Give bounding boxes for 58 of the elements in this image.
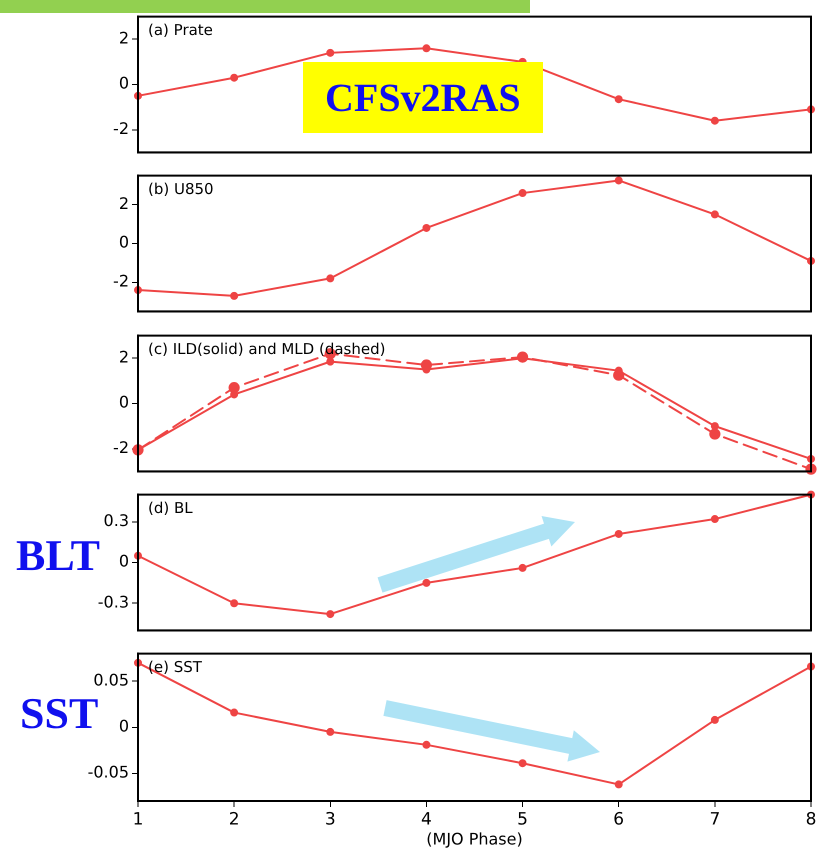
text: BLT: [16, 530, 100, 581]
chart-title: (e) SST: [148, 658, 203, 676]
y-tick-label: 0: [118, 74, 129, 93]
point: [614, 530, 623, 538]
x-tick-label: 1: [132, 810, 144, 830]
y-tick-label: 2: [118, 28, 129, 48]
point: [710, 716, 719, 724]
point: [422, 578, 430, 587]
x-tick-label: 7: [709, 810, 720, 830]
point: [326, 358, 334, 366]
y-tick-label: 0: [118, 716, 129, 736]
point: [709, 428, 720, 440]
text: SST: [20, 688, 98, 739]
annotation: CFSv2RAS: [303, 62, 543, 133]
point: [230, 74, 238, 82]
y-tick-label: 0.3: [104, 510, 129, 530]
y-tick-label: 0: [118, 232, 129, 252]
point: [230, 708, 238, 717]
y-tick-label: 2: [118, 194, 129, 213]
point: [614, 176, 623, 184]
x-tick-label: 3: [324, 810, 336, 830]
x-axis-title: (MJO Phase): [426, 830, 523, 849]
point: [326, 728, 334, 736]
point: [710, 210, 719, 218]
point: [230, 292, 238, 300]
y-tick-label: -2: [113, 271, 129, 290]
point: [326, 48, 334, 57]
y-tick-label: 0: [118, 392, 129, 412]
x-tick-label: 2: [228, 810, 240, 830]
x-tick-label: 4: [421, 810, 432, 830]
y-tick-label: -0.05: [88, 762, 129, 782]
point: [422, 44, 430, 52]
point: [422, 224, 430, 232]
y-tick-label: 0: [118, 552, 129, 571]
point: [614, 780, 623, 788]
point: [230, 599, 238, 608]
point: [710, 515, 719, 524]
y-tick-label: 0.05: [93, 670, 129, 690]
point: [614, 95, 623, 104]
y-tick-label: 2: [118, 347, 129, 366]
x-tick-label: 6: [613, 810, 624, 830]
y-tick-label: -2: [113, 118, 129, 138]
point: [518, 759, 527, 768]
chart-title: (a) Prate: [148, 20, 213, 39]
point: [518, 564, 527, 572]
y-tick-label: -2: [113, 438, 129, 457]
x-tick-label: 8: [806, 810, 816, 830]
chart-title: (b) U850: [148, 180, 214, 198]
point: [326, 274, 334, 282]
point: [710, 422, 719, 430]
y-tick-label: -0.3: [98, 592, 129, 612]
x-tick-label: 5: [517, 810, 528, 830]
point: [710, 116, 719, 125]
chart-title: (d) BL: [148, 498, 194, 517]
point: [422, 740, 430, 749]
point: [326, 610, 334, 618]
point: [518, 189, 527, 198]
chart-title: (c) ILD(solid) and MLD (dashed): [148, 340, 386, 358]
